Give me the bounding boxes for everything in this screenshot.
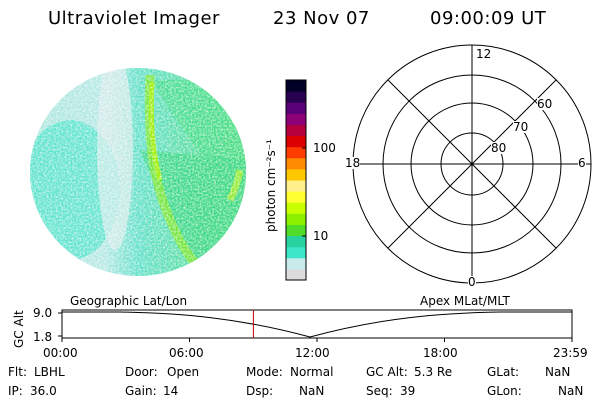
footer-door-label: Door: — [125, 365, 158, 379]
footer-ip-value: 36.0 — [30, 384, 57, 398]
mlat-label-60: 60 — [537, 97, 553, 111]
timeline-frame — [61, 309, 573, 339]
footer-glat-value: NaN — [545, 365, 571, 379]
image-date: 23 Nov 07 — [273, 8, 370, 29]
footer-gcalt-value: 5.3 Re — [414, 365, 453, 379]
footer-flt-value: LBHL — [34, 365, 65, 379]
footer-mode-label: Mode: — [246, 365, 283, 379]
mlt-label-18: 18 — [345, 156, 361, 170]
timeline-right-title: Apex MLat/MLT — [420, 294, 510, 308]
mlat-label-70: 70 — [513, 120, 529, 134]
footer-glon-label: GLon: — [487, 384, 522, 398]
mlt-label-0: 0 — [468, 275, 476, 289]
colorbar-cell — [286, 257, 306, 270]
mlt-label-12: 12 — [476, 47, 492, 61]
colorbar-cell — [286, 80, 306, 92]
timeline-xlabel-2: 12:00 — [295, 346, 330, 360]
colorbar-tick-label-100: 100 — [313, 141, 336, 155]
footer-flt-label: Flt: — [8, 365, 27, 379]
timeline-xlabel-3: 18:00 — [423, 346, 458, 360]
colorbar-tick-label-10: 10 — [313, 229, 329, 243]
footer-glon-value: NaN — [558, 384, 584, 398]
footer-glat-label: GLat: — [487, 365, 520, 379]
colorbar-cell — [286, 213, 306, 225]
colorbar-cell — [286, 102, 306, 114]
colorbar-cell — [286, 91, 306, 103]
footer-seq-label: Seq: — [366, 384, 393, 398]
colorbar-cell — [286, 113, 306, 125]
footer-seq-value: 39 — [400, 384, 416, 398]
colorbar-cell — [286, 235, 306, 248]
timeline-left-title: Geographic Lat/Lon — [70, 294, 188, 308]
colorbar-cell — [286, 202, 306, 214]
colorbar-cell — [286, 135, 306, 148]
colorbar-cell — [286, 157, 306, 170]
footer-ip-label: IP: — [8, 384, 23, 398]
colorbar-cell — [286, 224, 306, 237]
colorbar-scale — [286, 80, 306, 281]
colorbar-cell — [286, 124, 306, 137]
footer-gcalt-label: GC Alt: — [366, 365, 408, 379]
polar-diagonal-2 — [387, 79, 557, 249]
colorbar-frame — [285, 79, 307, 281]
footer-gain-value: 14 — [163, 384, 179, 398]
colorbar-cell — [286, 146, 306, 159]
timeline-xlabel-4: 23:59 — [553, 346, 588, 360]
colorbar-cell — [286, 180, 306, 192]
colorbar-cell — [286, 246, 306, 259]
instrument-title: Ultraviolet Imager — [48, 8, 220, 29]
timeline-ytick-bottom: 1.8 — [33, 330, 53, 344]
colorbar-cell — [286, 168, 306, 181]
footer-door-value: Open — [167, 365, 200, 379]
footer-mode-value: Normal — [290, 365, 334, 379]
timeline-xlabel-1: 06:00 — [169, 346, 204, 360]
mlat-label-80: 80 — [491, 141, 507, 155]
image-time: 09:00:09 UT — [430, 8, 547, 29]
timeline-xlabel-0: 00:00 — [43, 346, 78, 360]
footer-gain-label: Gain: — [125, 384, 157, 398]
altitude-curve — [62, 311, 572, 338]
mlt-label-6: 6 — [578, 156, 586, 170]
colorbar-cell — [286, 191, 306, 203]
footer-dsp-label: Dsp: — [246, 384, 274, 398]
timeline-ytick-top: 9.0 — [33, 306, 53, 320]
footer-dsp-value: NaN — [299, 384, 325, 398]
colorbar-cell — [286, 268, 306, 281]
